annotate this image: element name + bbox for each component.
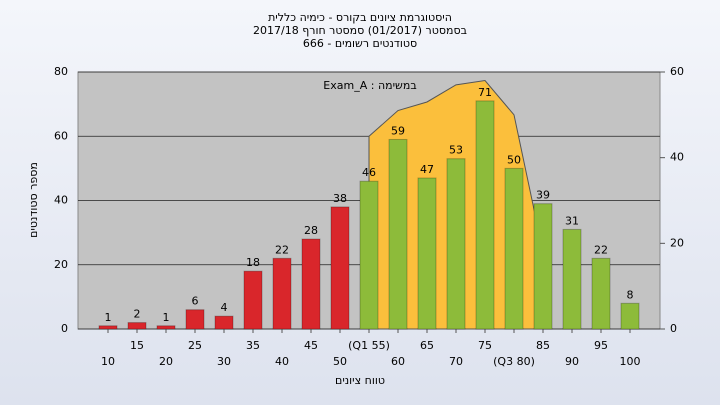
value-label: 1 (163, 311, 170, 324)
value-label: 6 (192, 295, 199, 308)
bar (272, 257, 292, 330)
value-label: 22 (275, 243, 289, 256)
y-tick-label: 80 (54, 65, 68, 78)
x-tick-label: 65 (420, 339, 434, 352)
x-tick-label: 30 (217, 355, 231, 368)
value-label: 22 (594, 243, 608, 256)
x-axis-label: טווח ציונים (335, 374, 385, 387)
bar (417, 177, 437, 330)
bar (359, 180, 379, 330)
y-tick-label: 20 (54, 258, 68, 271)
value-label: 2 (134, 308, 141, 321)
x-tick-label: 60 (391, 355, 405, 368)
x-tick-label: 90 (565, 355, 579, 368)
value-label: 31 (565, 214, 579, 227)
x-tick-label: 35 (246, 339, 260, 352)
y-tick-label: 40 (54, 194, 68, 207)
x-tick-label: (Q3 80) (493, 355, 535, 368)
bar (388, 138, 408, 330)
value-label: 59 (391, 124, 405, 137)
x-tick-label: 25 (188, 339, 202, 352)
bar (214, 315, 234, 330)
x-tick-label: 95 (594, 339, 608, 352)
bar (446, 158, 466, 330)
bar (127, 322, 147, 330)
value-label: 46 (362, 166, 376, 179)
bar (620, 302, 640, 330)
value-label: 38 (333, 192, 347, 205)
value-label: 28 (304, 224, 318, 237)
chart-title: היסטוגרמת ציונים בקורס - כימיה כללית (268, 11, 452, 24)
bar (562, 228, 582, 330)
value-label: 1 (105, 311, 112, 324)
annotation: Exam_A : במשימה (323, 79, 416, 92)
bar (330, 206, 350, 330)
value-label: 39 (536, 189, 550, 202)
bar (504, 167, 524, 330)
bar (98, 325, 118, 330)
chart-title: בסמסטר (01/2017) סמסטר חורף 2017/18 (253, 24, 467, 37)
value-label: 50 (507, 153, 521, 166)
bar (475, 100, 495, 330)
y2-tick-label: 20 (670, 236, 684, 249)
x-tick-label: 10 (101, 355, 115, 368)
x-tick-label: 70 (449, 355, 463, 368)
x-tick-label: 40 (275, 355, 289, 368)
bar (156, 325, 176, 330)
value-label: 71 (478, 86, 492, 99)
value-label: 8 (627, 288, 634, 301)
x-tick-label: 85 (536, 339, 550, 352)
y-tick-label: 0 (61, 322, 68, 335)
value-label: 53 (449, 144, 463, 157)
y2-tick-label: 40 (670, 151, 684, 164)
x-tick-label: 100 (620, 355, 641, 368)
value-label: 47 (420, 163, 434, 176)
chart-title: סטודנטים רשומים - 666 (303, 37, 417, 50)
x-tick-label: 45 (304, 339, 318, 352)
y2-tick-label: 60 (670, 65, 684, 78)
bar (301, 238, 321, 330)
value-label: 18 (246, 256, 260, 269)
y2-tick-label: 0 (670, 322, 677, 335)
x-tick-label: 15 (130, 339, 144, 352)
x-tick-label: 20 (159, 355, 173, 368)
bar (591, 257, 611, 330)
y-tick-label: 60 (54, 129, 68, 142)
bar (533, 203, 553, 330)
bar (185, 309, 205, 330)
bar (243, 270, 263, 330)
y-axis-label: מספר סטודנטים (27, 162, 40, 238)
x-tick-label: (Q1 55) (348, 339, 390, 352)
x-tick-label: 50 (333, 355, 347, 368)
x-tick-label: 75 (478, 339, 492, 352)
value-label: 4 (221, 301, 228, 314)
